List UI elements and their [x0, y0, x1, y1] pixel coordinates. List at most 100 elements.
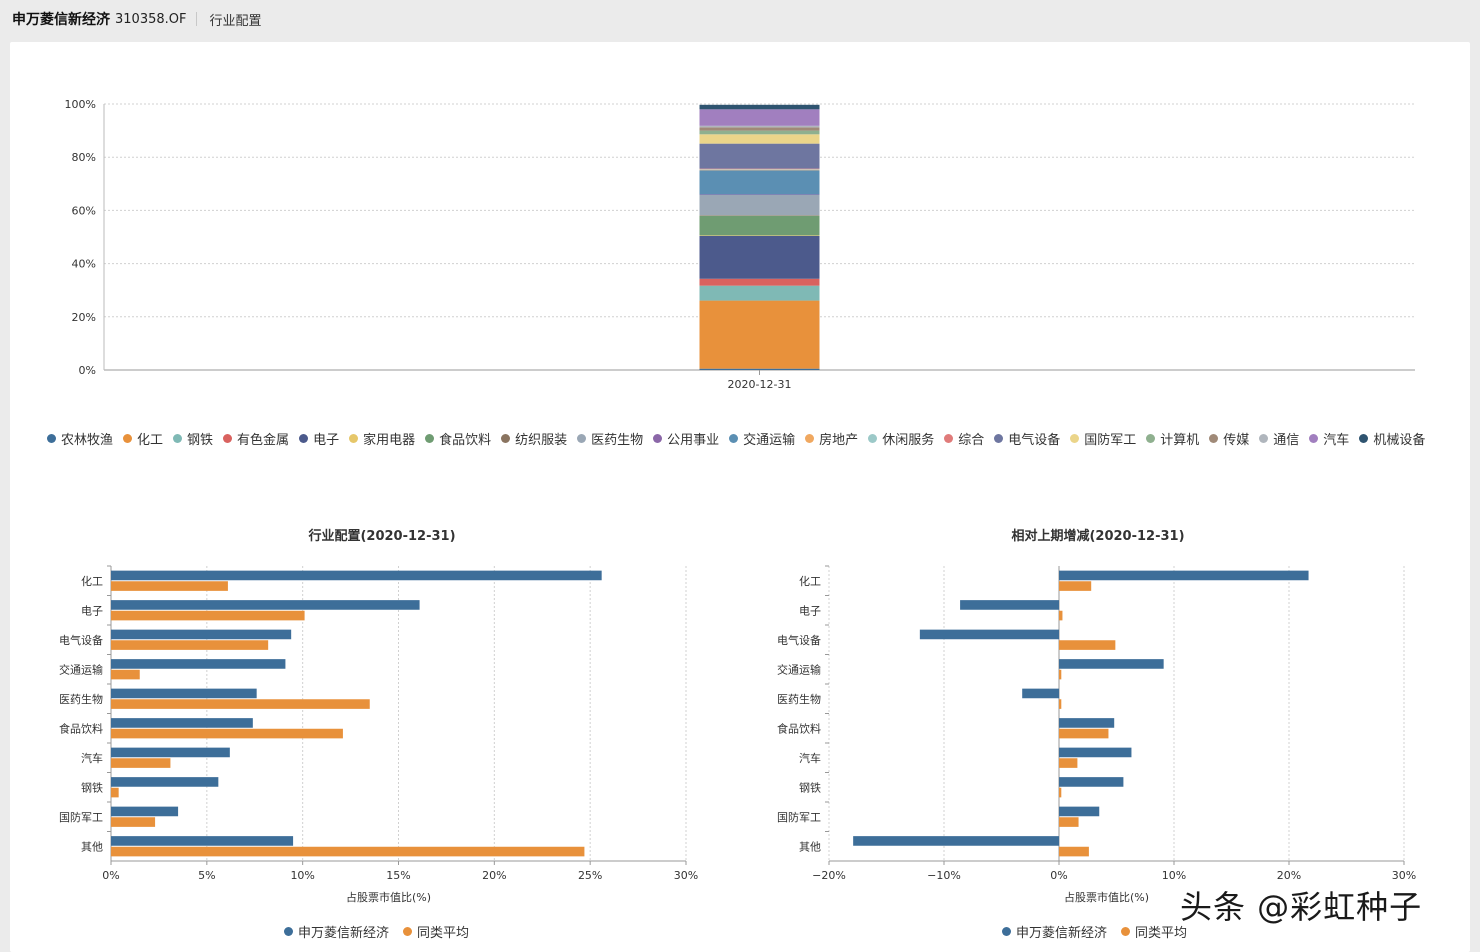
legend-dot-icon	[403, 926, 413, 936]
legend-item[interactable]: 电子	[299, 426, 339, 450]
category-label: 化工	[799, 574, 821, 588]
stack-segment	[699, 368, 820, 370]
bar	[111, 581, 228, 591]
bar	[1059, 570, 1309, 581]
legend-item[interactable]: 机械设备	[1359, 426, 1425, 450]
legend-item[interactable]: 通信	[1259, 426, 1299, 450]
legend-item[interactable]: 房地产	[805, 426, 858, 450]
legend-label: 综合	[958, 432, 985, 448]
stack-segment	[699, 235, 820, 279]
legend-item[interactable]: 农林牧渔	[47, 426, 113, 450]
stack-segment	[699, 170, 820, 195]
legend-label: 房地产	[819, 432, 859, 448]
legend-item[interactable]: 食品饮料	[425, 426, 491, 450]
legend-label: 纺织服装	[515, 432, 568, 448]
chart-title: 行业配置(2020-12-31)	[307, 528, 455, 544]
category-label: 医药生物	[59, 692, 103, 706]
legend-label: 钢铁	[187, 432, 214, 448]
legend-item[interactable]: 钢铁	[173, 426, 213, 450]
bar	[1059, 758, 1078, 768]
legend-label: 计算机	[1160, 432, 1200, 448]
bar	[1059, 806, 1100, 817]
legend-dot-icon	[994, 433, 1004, 443]
legend-label: 申万菱信新经济	[298, 925, 390, 941]
legend-item[interactable]: 传媒	[1209, 426, 1249, 450]
legend-item[interactable]: 医药生物	[577, 426, 643, 450]
stack-segment	[699, 134, 820, 144]
legend-item[interactable]: 休闲服务	[868, 426, 934, 450]
y-tick-label: 0%	[79, 364, 96, 377]
legend-item[interactable]: 国防军工	[1070, 426, 1136, 450]
legend-label: 传媒	[1223, 432, 1250, 448]
bar	[1059, 846, 1089, 857]
bar	[1059, 669, 1062, 680]
legend-label: 有色金属	[237, 432, 290, 448]
legend-dot-icon	[284, 926, 293, 936]
legend-dot-icon	[1259, 433, 1269, 443]
stack-segment	[699, 130, 820, 135]
legend-item[interactable]: 申万菱信新经济	[1002, 919, 1107, 943]
legend-item[interactable]: 计算机	[1146, 426, 1199, 450]
legend-item[interactable]: 公用事业	[653, 426, 719, 450]
bar	[1059, 718, 1115, 728]
bar	[111, 570, 602, 581]
bar	[1059, 581, 1092, 591]
stack-segment	[699, 127, 820, 131]
legend-dot-icon	[223, 433, 233, 443]
legend-dot-icon	[1002, 926, 1011, 936]
legend-label: 通信	[1273, 432, 1300, 448]
legend-item[interactable]: 电气设备	[994, 426, 1060, 450]
legend-dot-icon	[805, 433, 815, 443]
category-label: 化工	[81, 574, 103, 588]
legend-item[interactable]: 交通运输	[729, 426, 795, 450]
bar	[111, 787, 119, 798]
stack-segment	[699, 285, 820, 301]
category-label: 食品饮料	[59, 721, 103, 735]
legend-item[interactable]: 家用电器	[349, 426, 415, 450]
stack-segment	[699, 194, 820, 195]
legend-item[interactable]: 汽车	[1309, 426, 1349, 450]
stack-segment	[699, 235, 820, 236]
legend-item[interactable]: 同类平均	[1121, 919, 1187, 943]
legend-label: 国防军工	[1084, 432, 1137, 448]
chart-title: 相对上期增减(2020-12-31)	[1011, 528, 1184, 544]
fund-name: 申万菱信新经济	[12, 12, 110, 28]
category-label: 其他	[81, 840, 103, 853]
change-chart-legend: 申万菱信新经济 同类平均	[1002, 919, 1201, 943]
category-label: 汽车	[799, 751, 821, 765]
legend-item[interactable]: 有色金属	[223, 426, 289, 450]
category-label: 食品饮料	[777, 721, 821, 735]
legend-label: 公用事业	[667, 432, 720, 448]
legend-dot-icon	[173, 433, 183, 443]
bar	[111, 600, 420, 610]
legend-item[interactable]: 纺织服装	[501, 426, 567, 450]
legend-dot-icon	[729, 433, 739, 443]
legend-label: 交通运输	[743, 432, 796, 448]
legend-item[interactable]: 综合	[944, 426, 984, 450]
bar	[960, 600, 1059, 610]
page-title: 行业配置	[209, 13, 262, 29]
bar	[1059, 747, 1132, 758]
x-tick-label: 25%	[578, 869, 602, 882]
x-tick-label: 30%	[674, 869, 698, 882]
legend-dot-icon	[868, 433, 878, 443]
legend-dot-icon	[425, 433, 435, 443]
x-tick-label: 0%	[102, 869, 119, 882]
category-label: 国防军工	[59, 810, 103, 824]
industry-allocation-chart: 行业配置(2020-12-31) 0% 5% 10% 15% 20% 25% 30% 占股票市值…	[59, 528, 698, 904]
bar	[1059, 728, 1109, 739]
legend-label: 同类平均	[1135, 925, 1188, 941]
legend-item[interactable]: 化工	[123, 426, 163, 450]
legend-label: 家用电器	[363, 432, 416, 448]
legend-label: 休闲服务	[882, 432, 935, 448]
bar	[1059, 777, 1124, 787]
y-tick-label: 20%	[72, 311, 96, 324]
x-tick-label: 5%	[198, 869, 215, 882]
bar	[1022, 688, 1059, 699]
bar	[111, 610, 305, 621]
category-label: 医药生物	[777, 692, 821, 706]
bar	[1059, 817, 1079, 827]
legend-item[interactable]: 同类平均	[403, 919, 469, 943]
bar	[111, 640, 269, 650]
legend-item[interactable]: 申万菱信新经济	[284, 919, 389, 943]
